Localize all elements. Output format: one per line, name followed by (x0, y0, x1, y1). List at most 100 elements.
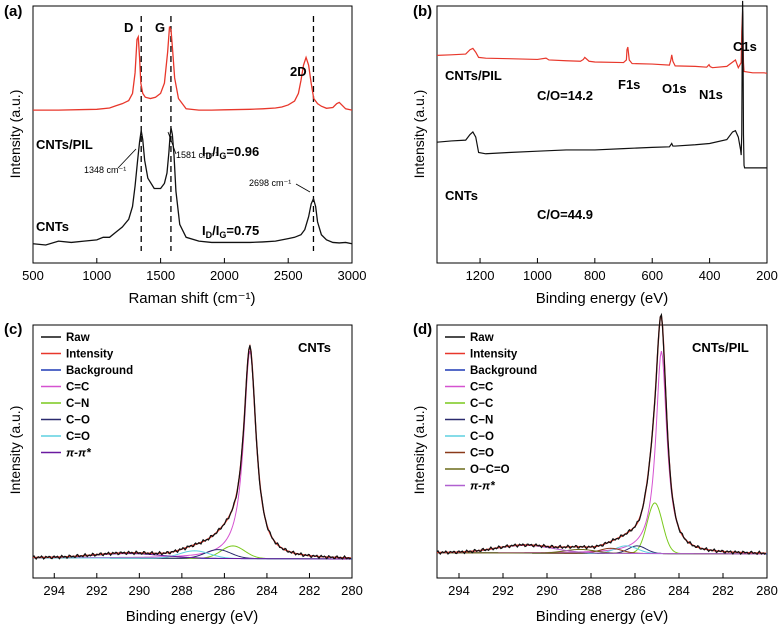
series-line-cnts-pil-xps (436, 11, 768, 74)
legend-label-c-3: C=C (66, 382, 89, 394)
peak-label-d: D (124, 20, 133, 35)
x-tick-label-d-7: 280 (756, 583, 778, 598)
legend-label-d-7: C=O (470, 448, 494, 460)
peak-label-n1s: N1s (699, 87, 723, 102)
legend-label-d-1: Intensity (470, 349, 518, 361)
series-label-cnts-a: CNTs (36, 219, 69, 234)
x-tick-label-b-5: 200 (756, 268, 778, 283)
legend-label-d-4: C−C (470, 398, 493, 410)
arrow-1348 (117, 148, 137, 169)
x-tick-label-a-5: 3000 (338, 268, 367, 283)
sample-label-d: CNTs/PIL (692, 340, 749, 355)
x-tick-label-c-0: 294 (43, 583, 65, 598)
x-tick-label-b-2: 800 (584, 268, 606, 283)
legend-label-c-5: C−O (66, 415, 90, 427)
plot-frame-b (436, 5, 768, 264)
series-line-cnts-pil-raman (33, 26, 353, 111)
dashed-lines-a (140, 16, 315, 251)
x-tick-label-a-1: 1000 (82, 268, 111, 283)
panel-label-a: (a) (4, 3, 22, 20)
x-tick-label-c-3: 288 (171, 583, 193, 598)
panel-label-c: (c) (4, 321, 22, 338)
series-line-cnts-xps (436, 0, 767, 169)
ratio-annotation-bottom: ID/IG=0.75 (202, 223, 259, 240)
annotation-2698: 2698 cm⁻¹ (249, 178, 291, 188)
x-ticks-c: 294 292 290 288 286 284 282 280 (43, 573, 363, 598)
x-tick-label-a-4: 2500 (274, 268, 303, 283)
legend-label-d-9: π-π* (470, 481, 495, 493)
y-axis-label-c: Intensity (a.u.) (7, 406, 23, 495)
raw-data-d (436, 312, 767, 556)
x-ticks-a: 500 1000 1500 2000 2500 3000 (22, 258, 366, 283)
arrow-2698 (295, 183, 311, 193)
series-label-cnts-pil-b: CNTs/PIL (445, 68, 502, 83)
x-axis-label-a: Raman shift (cm⁻¹) (128, 290, 255, 307)
x-tick-label-a-3: 2000 (210, 268, 239, 283)
raw-data-c (32, 345, 352, 560)
panel-c: (c) 294 292 290 288 286 284 282 280 Raw Intensit… (4, 321, 363, 625)
panel-b: (b) 1200 1000 800 600 400 200 Intensity (a.u.… (411, 0, 778, 307)
series-line-cnts-raman (32, 127, 353, 246)
legend-d: Raw Intensity Background C=C C−C C−N C−O C=O O−C… (445, 332, 537, 493)
legend-label-c-6: C=O (66, 431, 90, 443)
x-axis-label-b: Binding energy (eV) (536, 290, 669, 307)
x-tick-label-b-4: 400 (699, 268, 721, 283)
peak-label-o1s: O1s (662, 81, 687, 96)
series-label-cnts-pil-a: CNTs/PIL (36, 137, 93, 152)
peak-label-f1s: F1s (618, 77, 640, 92)
x-tick-label-a-0: 500 (22, 268, 44, 283)
co-ratio-top: C/O=14.2 (537, 88, 593, 103)
legend-label-c-2: Background (66, 365, 133, 377)
x-axis-label-c: Binding energy (eV) (126, 608, 259, 625)
x-tick-label-d-4: 286 (624, 583, 646, 598)
x-tick-label-c-1: 292 (86, 583, 108, 598)
x-tick-label-d-6: 282 (712, 583, 734, 598)
peak-label-c1s: C1s (733, 39, 757, 54)
x-tick-label-c-7: 280 (341, 583, 363, 598)
panel-label-b: (b) (413, 3, 432, 20)
legend-label-c-1: Intensity (66, 349, 114, 361)
legend-label-d-6: C−O (470, 431, 494, 443)
y-axis-label-a: Intensity (a.u.) (7, 90, 23, 179)
fit-curves-d (436, 312, 768, 556)
x-tick-label-a-2: 1500 (146, 268, 175, 283)
x-tick-label-d-5: 284 (668, 583, 690, 598)
x-ticks-b: 1200 1000 800 600 400 200 (466, 258, 778, 283)
fit-curves-c (32, 343, 353, 560)
x-tick-label-b-1: 1000 (523, 268, 552, 283)
legend-label-c-4: C−N (66, 398, 89, 410)
panel-label-d: (d) (413, 321, 432, 338)
x-tick-label-c-2: 290 (128, 583, 150, 598)
legend-label-d-3: C=C (470, 382, 493, 394)
x-tick-label-b-3: 600 (641, 268, 663, 283)
panel-d: (d) 294 292 290 288 286 284 282 280 Raw Intensit… (411, 312, 778, 625)
plot-frame-a (32, 5, 353, 264)
annotation-1581: 1581 cm⁻¹ (176, 150, 218, 160)
x-tick-label-c-5: 284 (256, 583, 278, 598)
x-axis-label-d: Binding energy (eV) (536, 608, 669, 625)
x-tick-label-d-2: 290 (536, 583, 558, 598)
x-tick-label-b-0: 1200 (466, 268, 495, 283)
sample-label-c: CNTs (298, 340, 331, 355)
legend-label-d-8: O−C=O (470, 464, 510, 476)
panel-a: (a) 500 1000 1500 2000 2500 3000 Intensity (a… (4, 3, 366, 307)
legend-label-c-0: Raw (66, 332, 90, 344)
plot-frame-c (32, 324, 353, 579)
x-ticks-d: 294 292 290 288 286 284 282 280 (448, 573, 778, 598)
y-axis-label-b: Intensity (a.u.) (411, 90, 427, 179)
x-tick-label-d-3: 288 (580, 583, 602, 598)
x-tick-label-d-1: 292 (492, 583, 514, 598)
legend-label-d-0: Raw (470, 332, 494, 344)
co-ratio-bottom: C/O=44.9 (537, 207, 593, 222)
x-tick-label-d-0: 294 (448, 583, 470, 598)
annotation-1348: 1348 cm⁻¹ (84, 165, 126, 175)
x-tick-label-c-6: 282 (299, 583, 321, 598)
series-label-cnts-b: CNTs (445, 188, 478, 203)
plot-frame-d (436, 324, 768, 579)
x-tick-label-c-4: 286 (214, 583, 236, 598)
ratio-annotation-top: ID/IG=0.96 (202, 144, 259, 161)
y-axis-label-d: Intensity (a.u.) (411, 406, 427, 495)
peak-label-g: G (155, 20, 165, 35)
legend-c: Raw Intensity Background C=C C−N C−O C=O π-π* (41, 332, 133, 460)
